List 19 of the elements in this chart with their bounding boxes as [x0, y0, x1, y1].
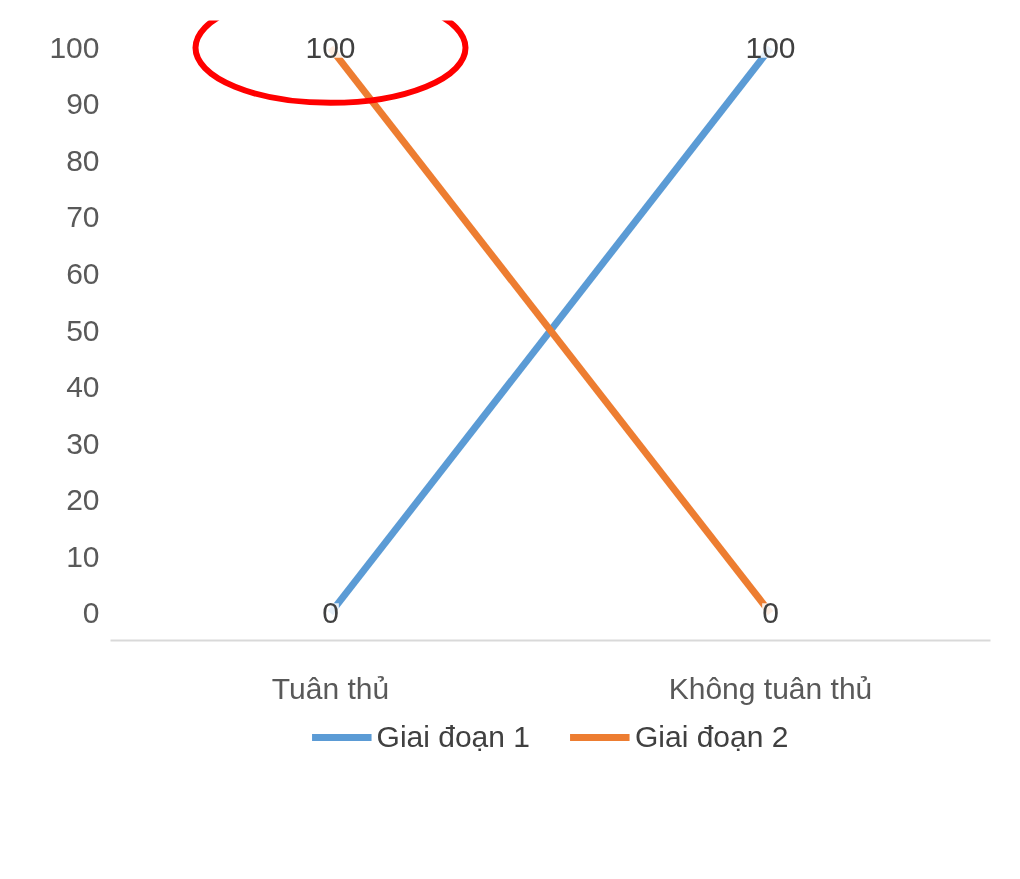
data-label: 100 [745, 30, 796, 64]
x-tick-label: Tuân thủ [271, 671, 390, 705]
y-tick-label: 50 [66, 313, 100, 347]
y-tick-label: 60 [66, 256, 100, 290]
y-tick-label: 80 [66, 143, 100, 177]
data-label: 0 [762, 596, 779, 630]
y-tick-label: 40 [66, 370, 100, 404]
y-tick-label: 90 [66, 87, 100, 121]
y-tick-label: 10 [66, 539, 100, 573]
legend-label: Giai đoạn 1 [376, 720, 530, 754]
data-label: 0 [322, 596, 339, 630]
legend-label: Giai đoạn 2 [635, 720, 789, 754]
y-tick-label: 70 [66, 200, 100, 234]
x-tick-label: Không tuân thủ [668, 671, 873, 705]
y-tick-label: 30 [66, 426, 100, 460]
y-tick-label: 20 [66, 483, 100, 517]
y-tick-label: 100 [49, 30, 100, 64]
data-label: 100 [305, 30, 356, 64]
y-tick-label: 0 [82, 596, 100, 630]
